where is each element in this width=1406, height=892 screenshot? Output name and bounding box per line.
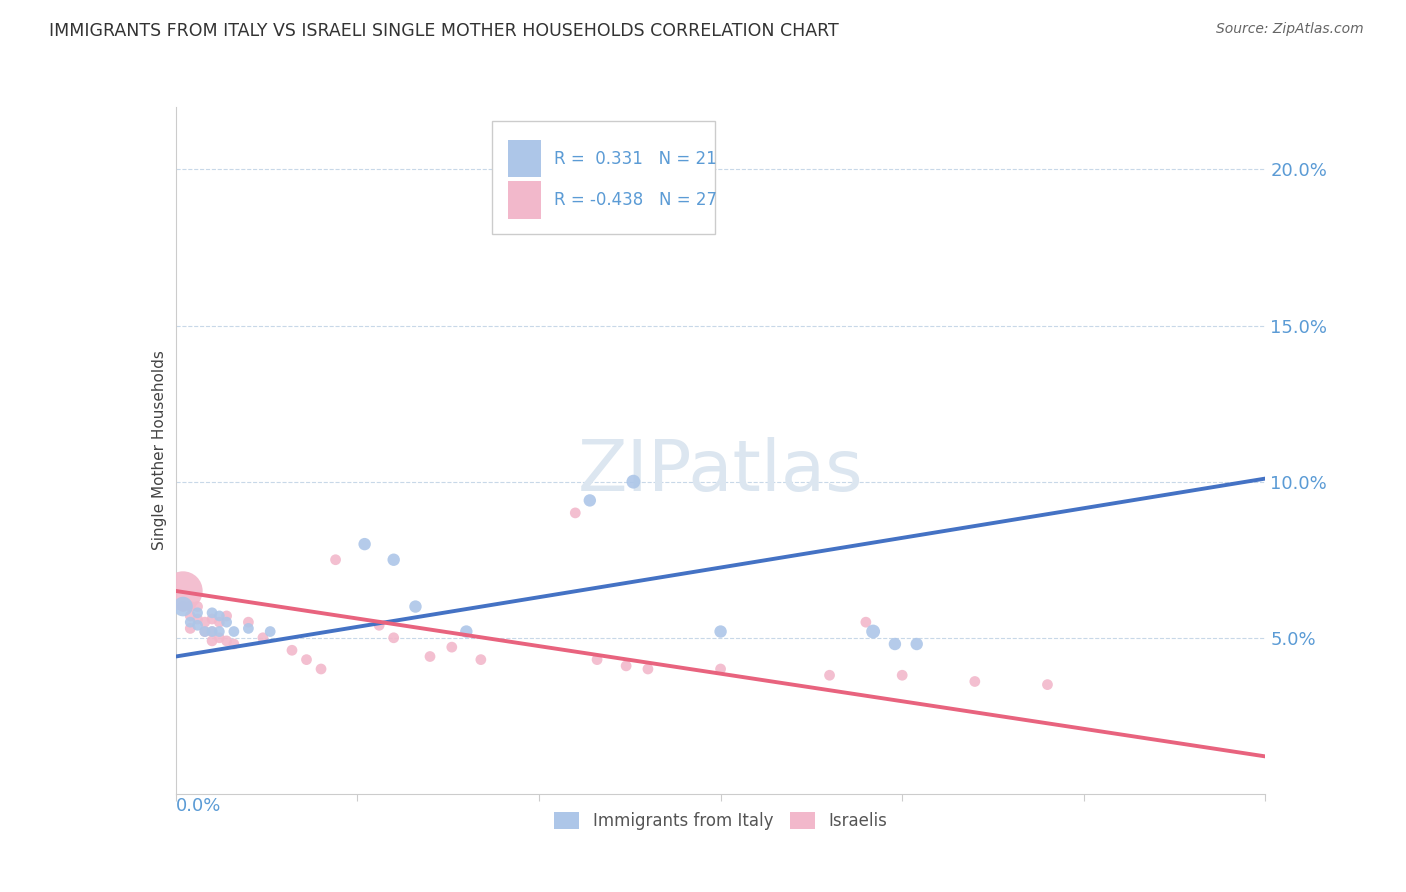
Point xyxy=(884,637,907,651)
Point xyxy=(621,475,644,489)
Text: R = -0.438   N = 27: R = -0.438 N = 27 xyxy=(554,191,717,209)
Point xyxy=(186,612,209,626)
Point xyxy=(614,658,637,673)
Point xyxy=(382,631,405,645)
Point xyxy=(194,624,217,639)
Point xyxy=(172,583,194,598)
Text: ZIPatlas: ZIPatlas xyxy=(578,436,863,506)
Point xyxy=(194,624,217,639)
Point xyxy=(201,624,224,639)
Point xyxy=(325,552,347,567)
Point xyxy=(862,624,884,639)
Point xyxy=(172,599,194,614)
Point xyxy=(238,615,260,630)
Point xyxy=(222,624,245,639)
Point xyxy=(440,640,463,655)
Point xyxy=(259,624,281,639)
Point xyxy=(405,599,427,614)
Point xyxy=(963,674,986,689)
Text: IMMIGRANTS FROM ITALY VS ISRAELI SINGLE MOTHER HOUSEHOLDS CORRELATION CHART: IMMIGRANTS FROM ITALY VS ISRAELI SINGLE … xyxy=(49,22,839,40)
Point xyxy=(201,624,224,639)
Point xyxy=(353,537,375,551)
Point xyxy=(855,615,877,630)
FancyBboxPatch shape xyxy=(492,120,716,234)
Point xyxy=(710,624,733,639)
Point xyxy=(579,493,602,508)
Legend: Immigrants from Italy, Israelis: Immigrants from Italy, Israelis xyxy=(547,805,894,837)
Point xyxy=(309,662,332,676)
Point xyxy=(172,599,194,614)
Point xyxy=(215,633,238,648)
Point xyxy=(201,606,224,620)
Point xyxy=(186,618,209,632)
Point xyxy=(208,615,231,630)
Point xyxy=(179,599,201,614)
FancyBboxPatch shape xyxy=(508,140,541,178)
Point xyxy=(637,662,659,676)
Point xyxy=(905,637,928,651)
Point xyxy=(470,653,492,667)
Y-axis label: Single Mother Households: Single Mother Households xyxy=(152,351,167,550)
Point xyxy=(201,612,224,626)
Point xyxy=(179,621,201,635)
Point xyxy=(419,649,441,664)
Point xyxy=(281,643,304,657)
Point xyxy=(179,608,201,623)
Point xyxy=(201,633,224,648)
Point xyxy=(295,653,318,667)
Point xyxy=(456,624,478,639)
Point xyxy=(215,608,238,623)
Point xyxy=(586,653,609,667)
Point xyxy=(215,615,238,630)
Text: 0.0%: 0.0% xyxy=(176,797,221,815)
Point xyxy=(818,668,841,682)
Point xyxy=(891,668,914,682)
Point xyxy=(252,631,274,645)
Point xyxy=(208,608,231,623)
Point xyxy=(222,637,245,651)
Point xyxy=(710,662,733,676)
Point xyxy=(564,506,586,520)
Text: R =  0.331   N = 21: R = 0.331 N = 21 xyxy=(554,150,717,168)
Point xyxy=(208,631,231,645)
Point xyxy=(208,624,231,639)
Point xyxy=(179,615,201,630)
Point xyxy=(238,621,260,635)
Point xyxy=(1036,678,1059,692)
Point xyxy=(382,552,405,567)
Point xyxy=(368,618,391,632)
Point xyxy=(186,606,209,620)
FancyBboxPatch shape xyxy=(508,181,541,219)
Point xyxy=(186,599,209,614)
Text: Source: ZipAtlas.com: Source: ZipAtlas.com xyxy=(1216,22,1364,37)
Point xyxy=(194,615,217,630)
